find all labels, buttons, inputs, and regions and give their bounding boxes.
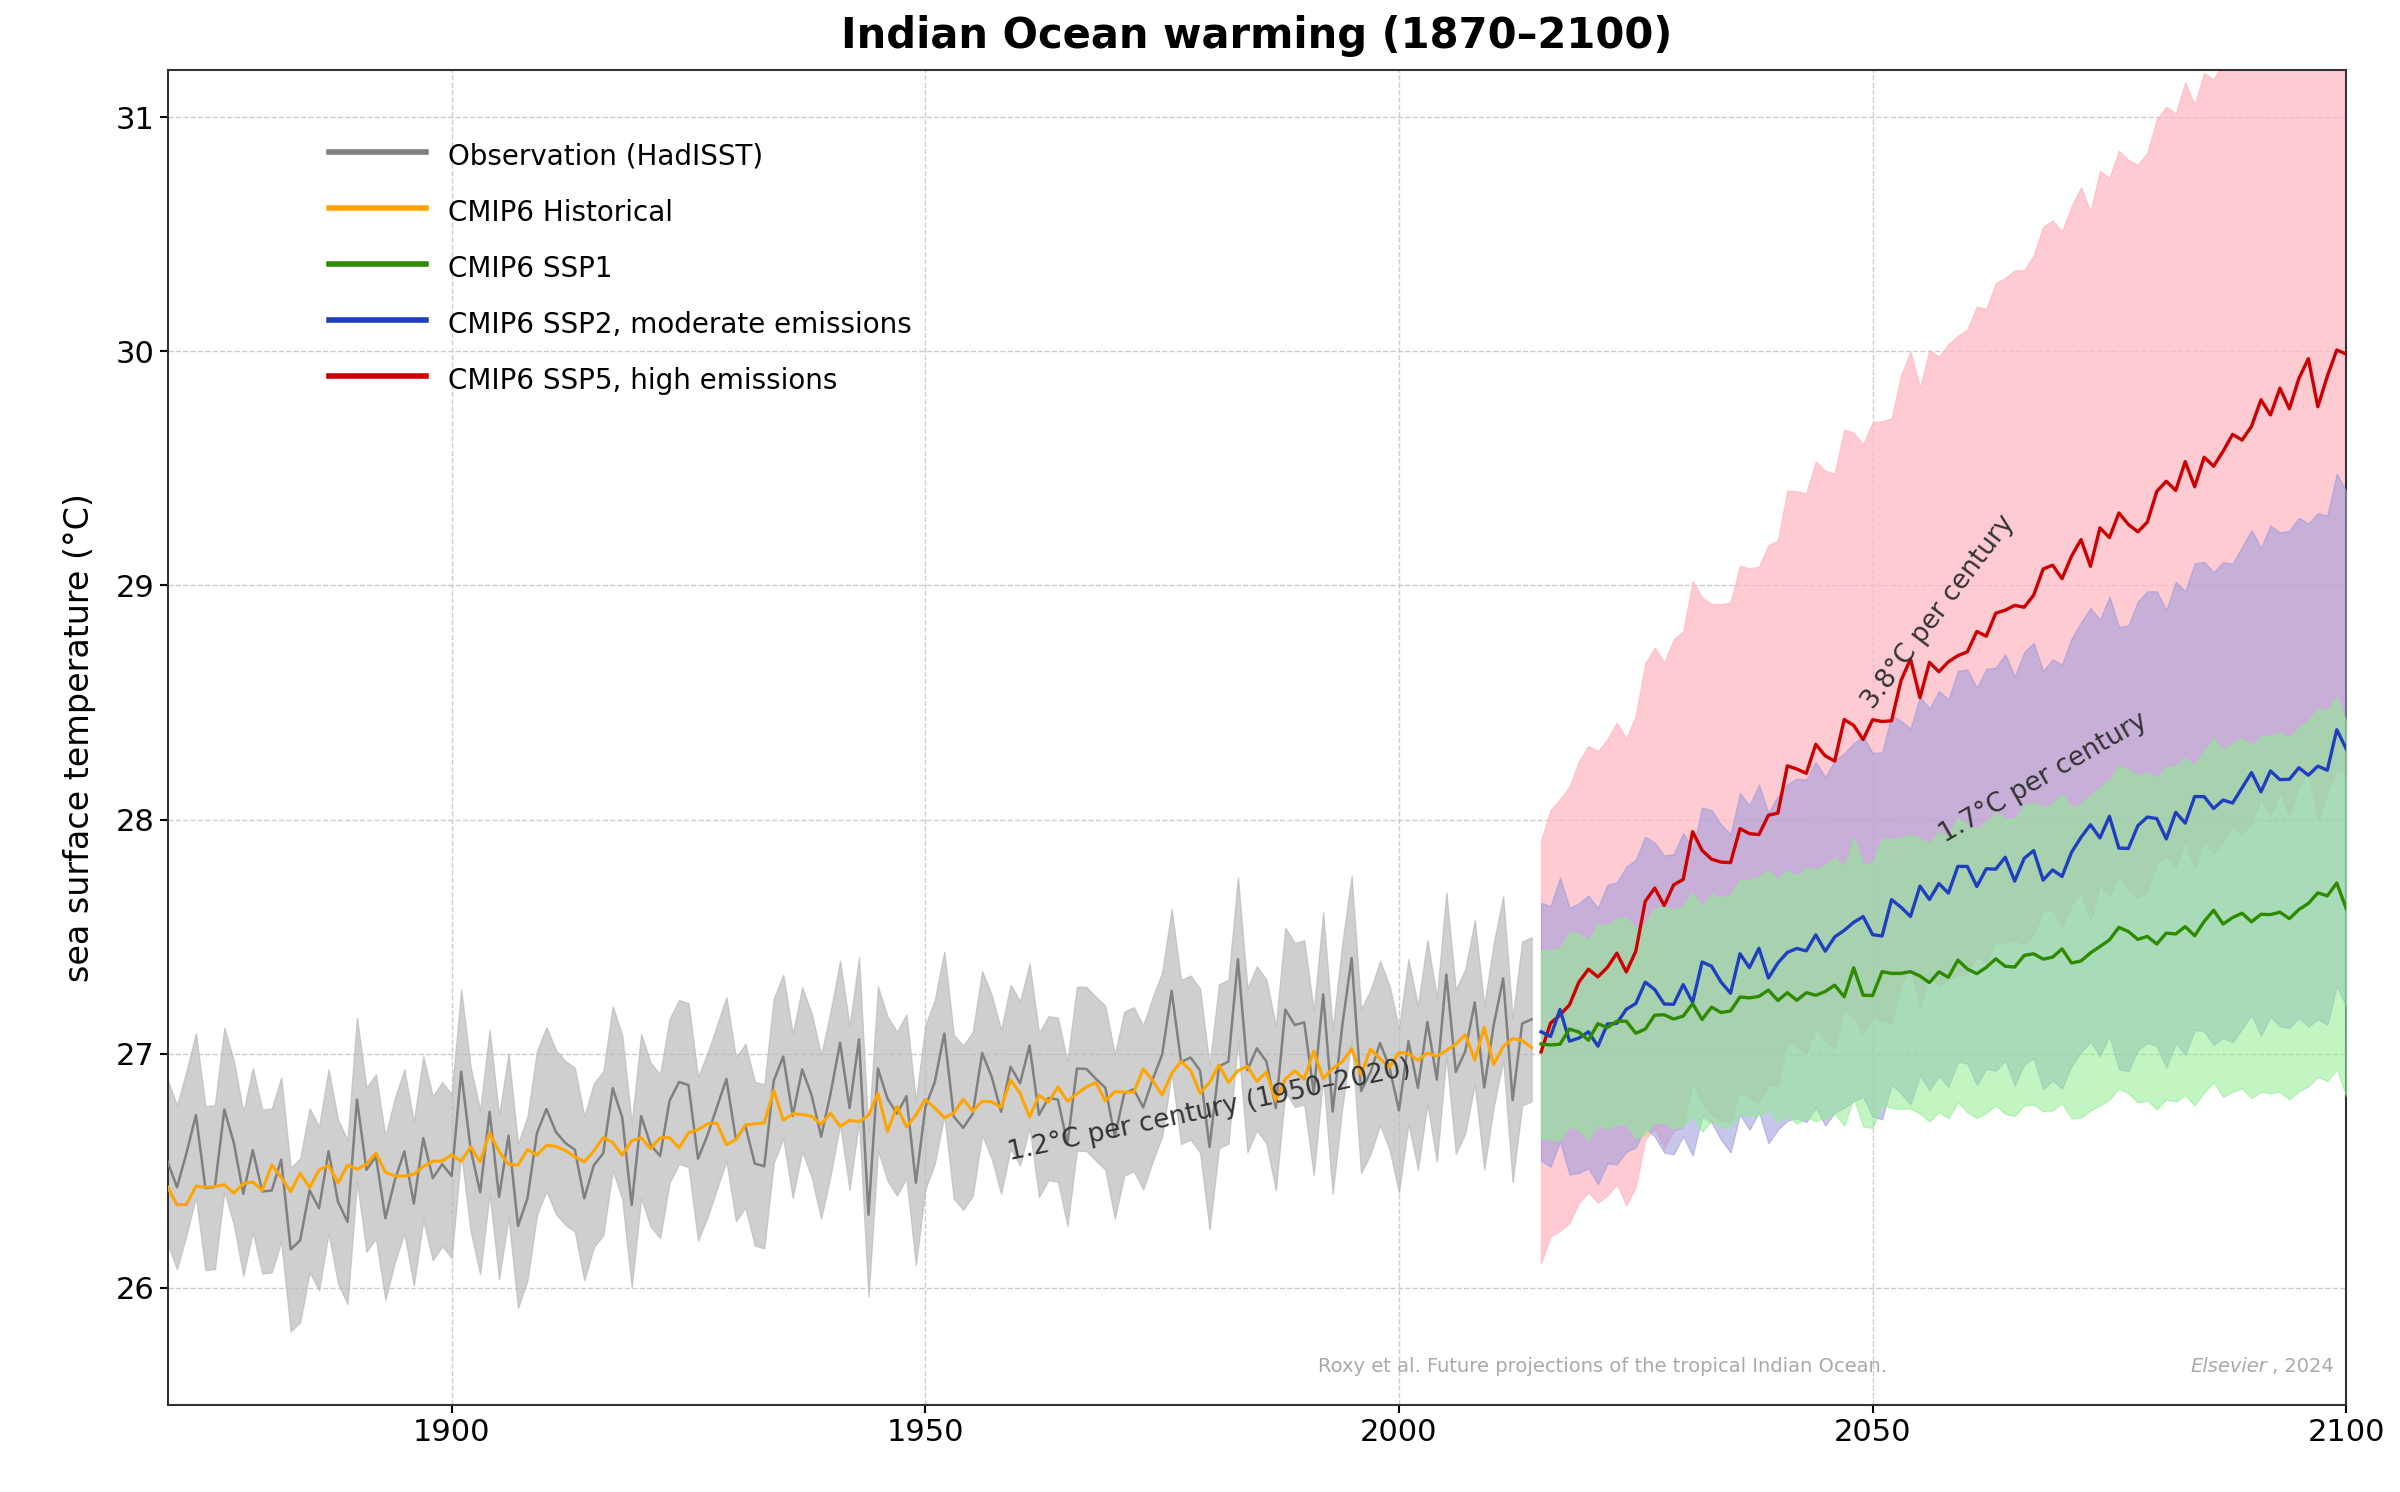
Text: Elsevier: Elsevier: [2191, 1356, 2268, 1376]
Text: Roxy et al. Future projections of the tropical Indian Ocean.: Roxy et al. Future projections of the tr…: [1318, 1356, 1894, 1376]
Text: , 2024: , 2024: [2273, 1356, 2333, 1376]
Legend: Observation (HadISST), CMIP6 Historical, CMIP6 SSP1, CMIP6 SSP2, moderate emissi: Observation (HadISST), CMIP6 Historical,…: [302, 110, 941, 425]
Text: 1.7°C per century: 1.7°C per century: [1934, 707, 2150, 847]
Y-axis label: sea surface temperature (°C): sea surface temperature (°C): [62, 494, 96, 982]
Text: 3.8°C per century: 3.8°C per century: [1858, 510, 2021, 715]
Title: Indian Ocean warming (1870–2100): Indian Ocean warming (1870–2100): [840, 15, 1673, 57]
Text: 1.2°C per century (1950–2020): 1.2°C per century (1950–2020): [1006, 1055, 1414, 1167]
